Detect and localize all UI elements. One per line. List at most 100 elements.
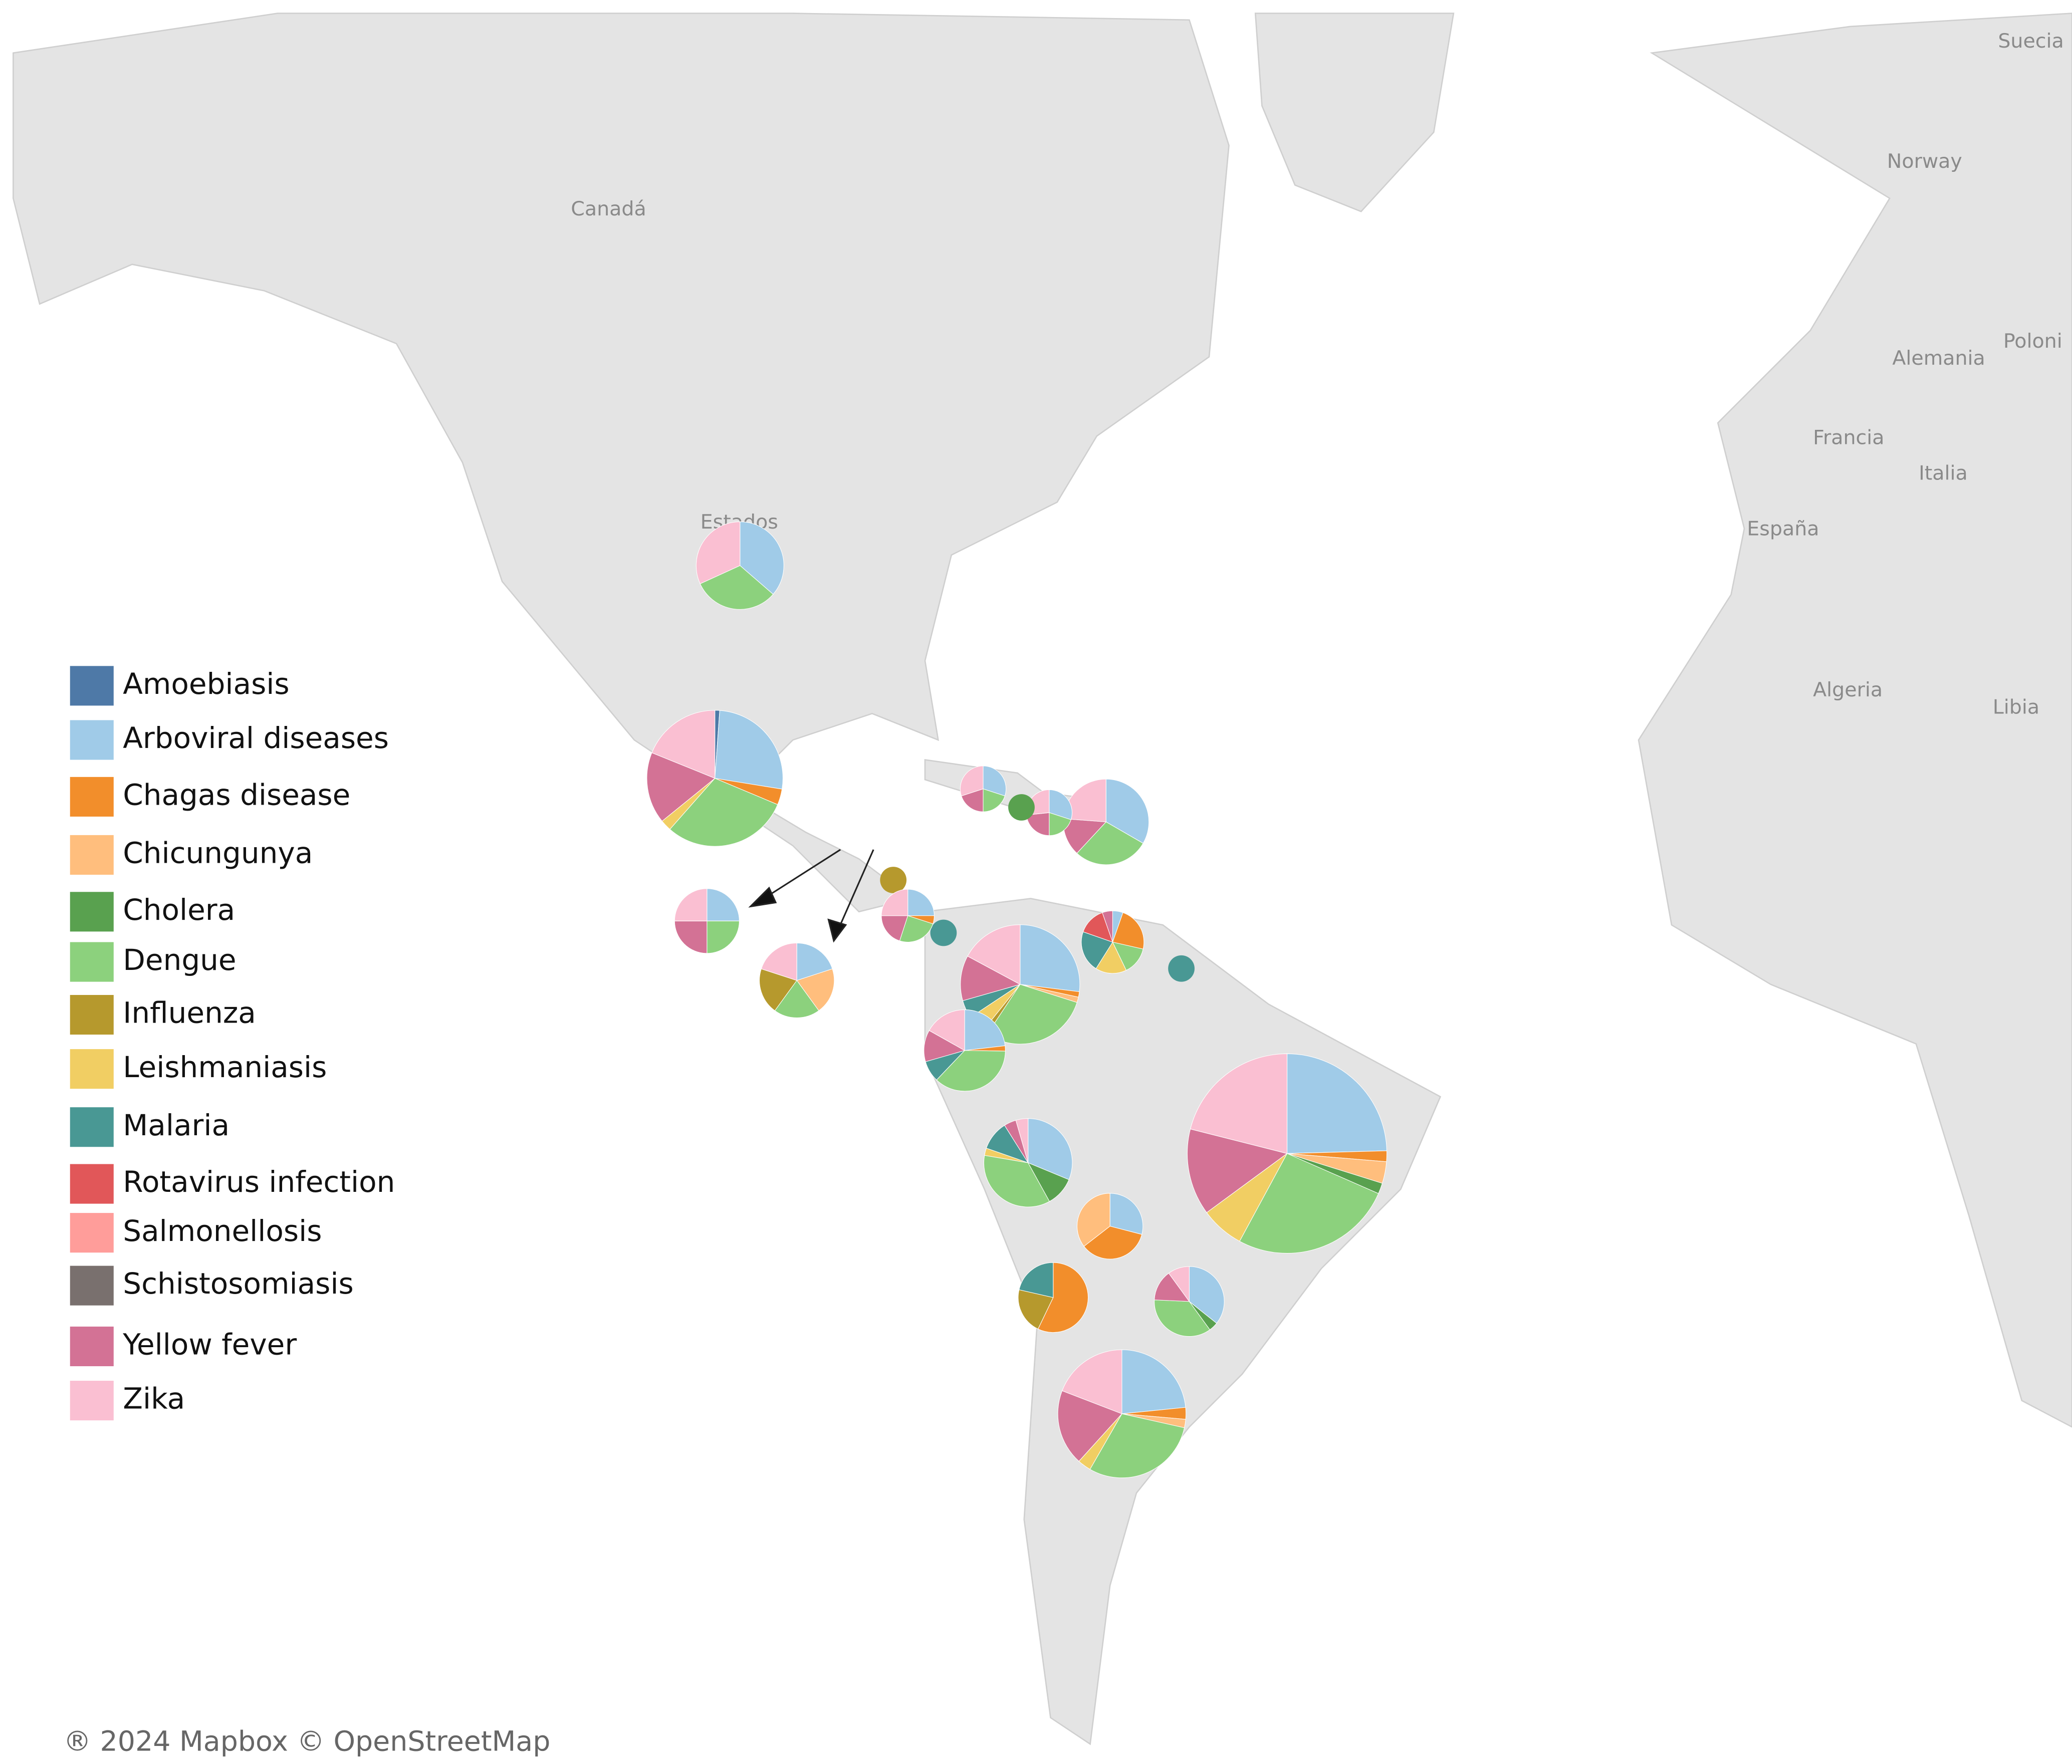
- pie-slice: [881, 915, 908, 941]
- pie: [1168, 955, 1195, 982]
- pie: [930, 919, 957, 946]
- arrowhead: [748, 886, 777, 908]
- pie-slice: [964, 1009, 1006, 1051]
- pie-slice: [1187, 1128, 1288, 1213]
- legend-label: Leishmaniasis: [123, 1050, 327, 1084]
- pie-slice: [774, 980, 819, 1019]
- legend-swatch: [70, 1381, 114, 1421]
- pie-slice: [759, 968, 798, 1012]
- pie-slice: [936, 1050, 1006, 1092]
- pie-slice: [1081, 931, 1113, 969]
- legend-label: Dengue: [123, 943, 236, 977]
- pie-slice: [796, 968, 835, 1012]
- pie-slice: [1018, 1289, 1054, 1330]
- pie: [1077, 1193, 1143, 1259]
- pie: [1057, 1349, 1187, 1478]
- legend-swatch: [70, 1326, 114, 1367]
- pie-slice: [1121, 1349, 1186, 1414]
- legend-label: Chagas disease: [123, 778, 350, 812]
- legend-label: Schistosomiasis: [123, 1267, 353, 1301]
- greenland: [1254, 13, 1455, 212]
- pie-slice: [674, 920, 708, 954]
- pie-slice: [669, 778, 778, 847]
- pie-slice: [715, 710, 783, 790]
- pie-slice: [1102, 910, 1113, 942]
- legend-swatch: [70, 1266, 114, 1306]
- pie-slice: [1082, 912, 1113, 943]
- arrows: [748, 849, 874, 943]
- pie: [880, 867, 907, 893]
- map-label: Canadá: [571, 197, 646, 220]
- arrowhead: [827, 918, 847, 943]
- legend-swatch: [70, 1164, 114, 1204]
- pie-slice: [1028, 1118, 1073, 1180]
- arrow: [763, 849, 841, 899]
- pie-slice: [1168, 955, 1195, 982]
- legend-swatch: [70, 666, 114, 706]
- pie-slice: [1083, 1225, 1142, 1259]
- pie: [960, 924, 1080, 1045]
- pie: [1063, 779, 1149, 865]
- legend-swatch: [70, 942, 114, 982]
- legend-swatch: [70, 1107, 114, 1147]
- pie-slice: [1105, 779, 1149, 844]
- legend-label: Rotavirus infection: [123, 1165, 395, 1199]
- pie-slice: [696, 521, 741, 584]
- pie-slice: [1049, 789, 1073, 820]
- legend-swatch: [70, 1213, 114, 1253]
- pie-slice: [983, 1155, 1050, 1207]
- map-label: Suecia: [1998, 30, 2063, 53]
- pie: [1154, 1266, 1225, 1337]
- pie-slice: [1239, 1153, 1379, 1253]
- pie: [1026, 789, 1073, 836]
- pie-slice: [1168, 1266, 1190, 1303]
- pie-slice: [1057, 1390, 1122, 1462]
- europe-africa: [1638, 13, 2072, 1428]
- pie-slice: [1019, 1262, 1054, 1298]
- map-label: Algeria: [1813, 678, 1883, 701]
- legend-swatch: [70, 835, 114, 875]
- north-america: [13, 13, 1230, 913]
- pie-slice: [983, 766, 1007, 797]
- pie: [924, 1009, 1006, 1092]
- legend-swatch: [70, 720, 114, 760]
- pie-slice: [796, 942, 833, 981]
- legend-label: Arboviral diseases: [123, 721, 389, 755]
- map-label: Libia: [1993, 695, 2039, 718]
- pie-slice: [674, 888, 708, 921]
- arrow: [838, 849, 874, 928]
- pie: [1187, 1053, 1388, 1253]
- pie: [1081, 910, 1144, 974]
- pie-slice: [700, 565, 774, 610]
- pie-slice: [899, 915, 934, 943]
- pie-slice: [651, 710, 716, 779]
- pie-slice: [1077, 1193, 1110, 1247]
- pie-slice: [1189, 1266, 1225, 1324]
- attribution: ® 2024 Mapbox © OpenStreetMap: [64, 1725, 551, 1757]
- legend-label: Influenza: [123, 996, 256, 1030]
- pie-slice: [880, 867, 907, 893]
- pie-slice: [1190, 1053, 1288, 1154]
- pie-slice: [646, 752, 716, 822]
- legend-swatch: [70, 1049, 114, 1089]
- map-label: España: [1747, 517, 1819, 540]
- pie-slice: [1154, 1300, 1211, 1337]
- legend-swatch: [70, 777, 114, 817]
- pie-slice: [1008, 794, 1035, 821]
- legend-label: Chicungunya: [123, 836, 313, 870]
- pie: [759, 942, 835, 1019]
- pie-slice: [960, 766, 984, 797]
- map-label: Poloni: [2003, 330, 2062, 353]
- map-label: Alemania: [1892, 347, 1985, 370]
- pie: [1008, 794, 1035, 821]
- legend-label: Zika: [123, 1382, 185, 1416]
- pie-slice: [707, 920, 740, 954]
- pie-slice: [881, 889, 908, 916]
- pie: [696, 521, 784, 610]
- legend-swatch: [70, 994, 114, 1035]
- pie-slice: [924, 1030, 966, 1062]
- pie-slice: [983, 788, 1006, 812]
- pie-slice: [930, 919, 957, 946]
- pie-slice: [1095, 941, 1127, 974]
